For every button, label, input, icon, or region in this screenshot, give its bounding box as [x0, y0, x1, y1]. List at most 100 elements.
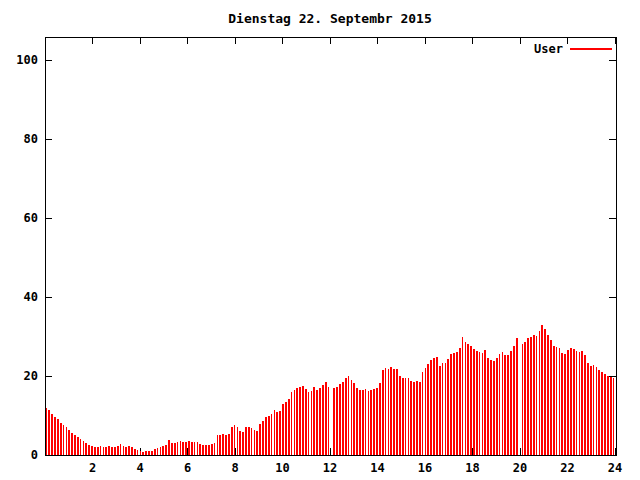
bar [544, 329, 546, 455]
bar [71, 433, 73, 455]
bar [345, 378, 347, 455]
bar [60, 423, 62, 455]
bar [439, 366, 441, 455]
bar [274, 410, 276, 455]
bar [154, 449, 156, 455]
x-tick-label: 10 [275, 461, 289, 475]
bar [191, 442, 193, 455]
bar [570, 348, 572, 455]
bar [385, 368, 387, 455]
bar [370, 390, 372, 455]
bar [445, 363, 447, 455]
bar [80, 439, 82, 455]
bar [97, 447, 99, 455]
bar [479, 352, 481, 455]
bar [254, 430, 256, 455]
bar [208, 445, 210, 455]
bar [91, 446, 93, 455]
bar [598, 370, 600, 455]
bar [356, 388, 358, 455]
bar [256, 431, 258, 455]
bar [322, 385, 324, 455]
bar [573, 349, 575, 455]
x-tick-label: 12 [323, 461, 337, 475]
bar [262, 421, 264, 455]
bar [180, 441, 182, 455]
bar [194, 442, 196, 455]
bar [120, 444, 122, 455]
bar [547, 335, 549, 455]
bar [151, 451, 153, 455]
bar [382, 370, 384, 455]
bar [83, 441, 85, 455]
bar [408, 378, 410, 455]
bar [219, 435, 221, 455]
bar [288, 399, 290, 455]
bar [342, 382, 344, 455]
bar [134, 449, 136, 455]
bar [271, 414, 273, 455]
bar [484, 350, 486, 455]
bar [351, 380, 353, 455]
bar [413, 382, 415, 455]
y-tick-label: 0 [31, 448, 38, 462]
bar [100, 446, 102, 455]
bar [581, 351, 583, 455]
bar [590, 366, 592, 455]
bar [63, 425, 65, 455]
bar [74, 435, 76, 455]
bar [202, 445, 204, 455]
bar [610, 377, 612, 455]
bar [379, 383, 381, 455]
chart-window: Dienstag 22. Septembr 2015 0204060801002… [0, 0, 640, 480]
bar [251, 428, 253, 455]
bar [507, 355, 509, 455]
bar [217, 435, 219, 455]
bar [88, 445, 90, 455]
bar [128, 446, 130, 455]
y-tick-label: 80 [24, 132, 38, 146]
bar [587, 363, 589, 455]
bar [348, 376, 350, 455]
bar [311, 391, 313, 455]
bar [567, 350, 569, 455]
bar [613, 378, 615, 455]
bar [140, 451, 142, 455]
bar [576, 351, 578, 455]
x-tick-label: 6 [184, 461, 191, 475]
chart-title: Dienstag 22. Septembr 2015 [228, 11, 432, 26]
bar [402, 378, 404, 455]
legend-label-user: User [534, 42, 563, 56]
bar [77, 437, 79, 455]
bar [604, 374, 606, 455]
legend: User [534, 42, 612, 56]
bar [279, 411, 281, 455]
bar [105, 447, 107, 455]
bar [316, 390, 318, 455]
bar [410, 381, 412, 455]
bar [111, 447, 113, 455]
x-tick-label: 14 [370, 461, 384, 475]
bar [390, 367, 392, 455]
bar [248, 427, 250, 455]
bar [123, 446, 125, 455]
bar [285, 402, 287, 455]
bar [504, 355, 506, 455]
bar [299, 387, 301, 455]
bar [242, 432, 244, 455]
bar [462, 337, 464, 456]
bars-series-user [46, 325, 615, 455]
y-tick-label: 40 [24, 290, 38, 304]
x-tick-label: 22 [560, 461, 574, 475]
bar [145, 451, 147, 455]
bar [177, 442, 179, 455]
bar [513, 346, 515, 455]
bar [199, 444, 201, 455]
bar [276, 412, 278, 455]
bar [160, 447, 162, 455]
bar [459, 348, 461, 455]
bar [103, 447, 105, 455]
bar [593, 365, 595, 455]
bar [559, 348, 561, 455]
bar [533, 335, 535, 455]
